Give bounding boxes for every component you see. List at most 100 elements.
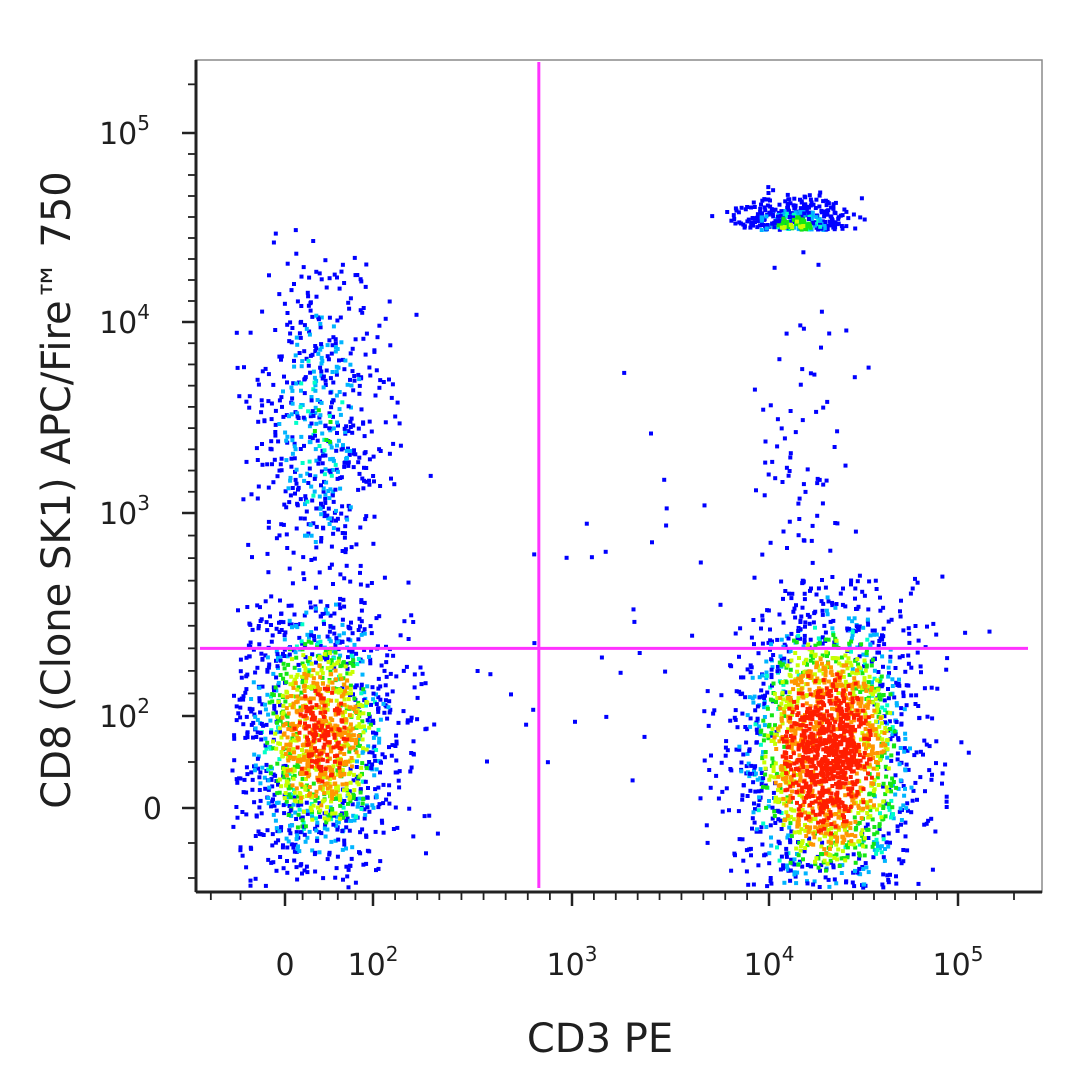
event-dot [786,714,791,719]
event-dot [314,748,319,753]
event-dot [732,217,737,221]
event-dot [277,777,282,782]
event-dot [271,739,275,744]
event-dot [317,752,322,757]
event-dot [848,691,853,696]
event-dot [326,660,331,664]
event-dot [871,632,876,637]
event-dot [315,654,320,659]
event-dot [785,745,790,750]
event-dot [881,749,886,754]
event-dot [944,667,949,672]
event-dot [885,741,890,746]
event-dot [705,840,710,845]
event-dot [881,634,886,639]
event-dot [800,694,805,699]
event-dot [302,377,307,382]
event-dot [288,493,293,498]
event-dot [377,740,382,745]
event-dot [351,796,356,801]
event-dot [241,790,246,795]
event-dot [861,652,866,657]
event-dot [848,842,852,846]
event-dot [866,815,871,820]
event-dot [302,349,307,354]
event-dot [297,722,302,727]
event-dot [871,700,875,705]
event-dot [264,762,269,767]
event-dot [269,417,274,422]
event-dot [711,711,716,716]
event-dot [751,700,756,705]
event-dot [339,701,344,706]
event-dot [748,771,752,776]
event-dot [342,838,347,843]
event-dot [338,812,343,817]
event-dot [311,493,316,498]
event-dot [286,727,291,732]
event-dot [863,704,868,709]
event-dot [752,205,757,209]
event-dot [836,656,840,661]
event-dot [321,775,326,780]
event-dot [367,482,372,487]
event-dot [632,619,637,624]
event-dot [281,676,286,681]
event-dot [840,226,845,231]
event-dot [741,222,746,227]
event-dot [284,671,289,676]
event-dot [865,733,870,738]
event-dot [368,624,373,629]
event-dot [353,337,358,342]
event-dot [260,442,264,446]
event-dot [806,642,811,647]
event-dot [757,675,762,680]
event-dot [783,690,788,695]
event-dot [294,865,299,870]
event-dot [868,688,873,693]
event-dot [894,785,899,790]
event-dot [293,477,298,482]
event-dot [785,663,790,668]
event-dot [837,808,842,813]
event-dot [877,827,882,831]
event-dot [773,741,778,746]
event-dot [842,827,847,832]
event-dot [244,765,249,770]
event-dot [912,753,917,758]
event-dot [809,538,814,543]
event-dot [899,706,904,711]
event-dot [856,697,861,702]
event-dot [841,674,846,679]
event-dot [344,661,349,666]
event-dot [327,776,332,781]
event-dot [828,813,833,818]
event-dot [376,706,381,711]
event-dot [282,666,287,671]
event-dot [278,855,283,859]
event-dot [357,737,362,741]
event-dot [322,652,327,657]
event-dot [335,640,340,645]
event-dot [292,790,297,795]
event-dot [297,807,302,812]
event-dot [820,608,825,613]
event-dot [397,769,402,774]
event-dot [248,622,253,627]
event-dot [795,663,800,668]
event-dot [855,713,860,718]
event-dot [269,728,274,733]
event-dot [779,854,784,859]
event-dot [764,226,769,231]
event-dot [289,385,294,390]
event-dot [342,281,347,285]
event-dot [903,768,908,773]
event-dot [257,685,262,690]
event-dot [337,765,342,770]
event-dot [309,661,314,666]
event-dot [277,630,282,634]
event-dot [289,842,294,847]
event-dot [875,775,880,780]
event-dot [797,809,802,814]
